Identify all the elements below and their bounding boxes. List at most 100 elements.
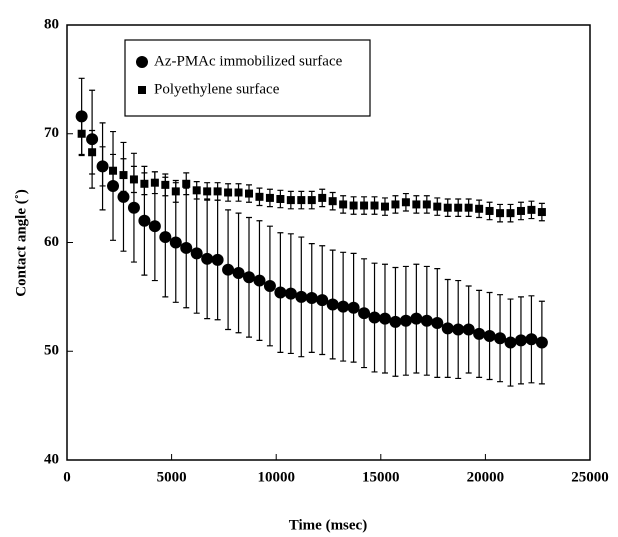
x-tick-label: 25000	[571, 469, 609, 485]
point	[368, 311, 381, 324]
y-tick-label: 60	[44, 234, 59, 250]
point	[316, 294, 329, 307]
point	[274, 286, 287, 299]
point	[276, 195, 285, 203]
y-tick-label: 80	[44, 16, 59, 32]
legend-marker	[138, 86, 146, 94]
point	[234, 188, 243, 197]
point	[485, 206, 494, 215]
point	[180, 241, 193, 254]
point	[150, 178, 159, 187]
point	[433, 202, 442, 211]
y-axis-label: Contact angle (˚)	[13, 189, 29, 296]
x-tick-label: 15000	[362, 469, 400, 485]
point	[337, 300, 350, 313]
point	[148, 220, 161, 233]
point	[328, 197, 337, 206]
point	[127, 201, 140, 214]
point	[483, 330, 496, 343]
point	[537, 208, 546, 217]
point	[182, 179, 191, 188]
point	[516, 206, 525, 215]
point	[420, 314, 433, 327]
point	[525, 333, 538, 346]
point	[171, 187, 180, 196]
point	[192, 186, 201, 195]
point	[119, 171, 128, 180]
point	[431, 316, 444, 329]
point	[138, 214, 151, 227]
point	[496, 209, 505, 218]
point	[514, 334, 527, 347]
point	[297, 196, 306, 205]
point	[307, 196, 316, 205]
point	[494, 332, 507, 345]
point	[203, 187, 212, 196]
point	[245, 189, 254, 198]
point	[399, 314, 412, 327]
point	[527, 205, 536, 214]
point	[326, 298, 339, 311]
point	[380, 202, 389, 211]
point	[129, 175, 138, 184]
legend-label: Az-PMAc immobilized surface	[154, 53, 343, 69]
point	[295, 290, 308, 303]
legend-box	[124, 39, 371, 117]
legend-label: Polyethylene surface	[154, 81, 280, 97]
point	[378, 312, 391, 325]
point	[441, 322, 454, 335]
point	[232, 266, 245, 279]
x-tick-label: 20000	[467, 469, 505, 485]
point	[201, 252, 214, 265]
point	[347, 301, 360, 314]
point	[140, 179, 149, 188]
point	[339, 200, 348, 209]
point	[506, 209, 515, 218]
point	[318, 193, 327, 202]
point	[391, 200, 400, 209]
point	[410, 312, 423, 325]
point	[190, 247, 203, 260]
point	[504, 336, 517, 349]
point	[117, 190, 130, 203]
point	[349, 201, 358, 210]
point	[452, 323, 465, 336]
legend-marker	[136, 56, 148, 68]
point	[224, 188, 233, 197]
x-axis-label: Time (msec)	[289, 517, 367, 533]
point	[263, 280, 276, 292]
y-tick-label: 70	[44, 125, 59, 141]
point	[169, 236, 182, 249]
point	[473, 327, 486, 340]
point	[454, 203, 463, 212]
point	[109, 166, 118, 175]
point	[389, 315, 402, 328]
point	[77, 129, 86, 138]
point	[161, 180, 170, 189]
point	[211, 253, 224, 266]
point	[443, 203, 452, 212]
point	[255, 192, 264, 201]
point	[253, 274, 266, 287]
point	[305, 291, 318, 304]
point	[286, 196, 295, 205]
x-tick-label: 10000	[257, 469, 295, 485]
point	[213, 187, 222, 196]
point	[401, 198, 410, 207]
point	[222, 263, 235, 276]
point	[360, 201, 369, 210]
point	[370, 201, 379, 210]
point	[535, 336, 548, 349]
point	[475, 204, 484, 213]
x-tick-label: 0	[63, 469, 71, 485]
point	[464, 203, 473, 212]
y-tick-label: 50	[44, 343, 59, 359]
point	[358, 307, 371, 320]
point	[159, 231, 172, 244]
point	[243, 271, 256, 284]
point	[412, 200, 421, 209]
y-tick-label: 40	[44, 451, 59, 467]
point	[98, 162, 107, 171]
point	[88, 148, 97, 157]
